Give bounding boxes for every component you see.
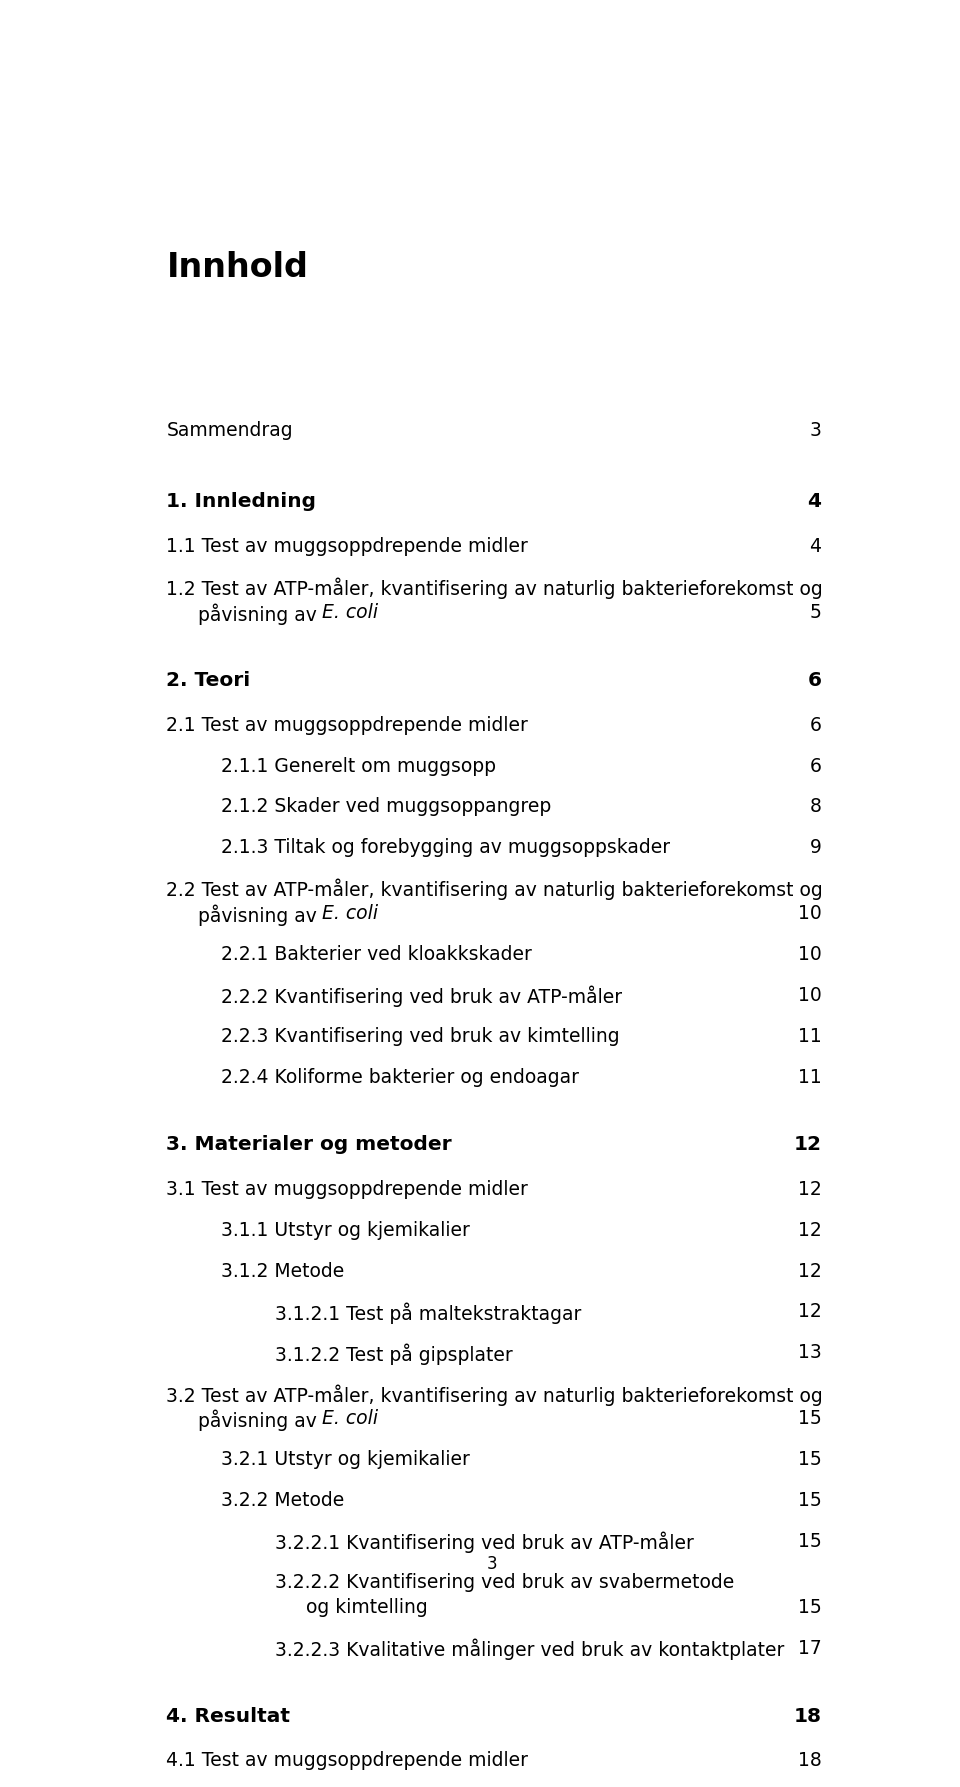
Text: 3: 3 [487, 1555, 497, 1574]
Text: 12: 12 [798, 1262, 822, 1281]
Text: 8: 8 [809, 797, 822, 817]
Text: 5: 5 [809, 604, 822, 622]
Text: 15: 15 [798, 1598, 822, 1617]
Text: påvisning av: påvisning av [198, 904, 323, 926]
Text: 11: 11 [798, 1067, 822, 1086]
Text: 3.2.2.1 Kvantifisering ved bruk av ATP-måler: 3.2.2.1 Kvantifisering ved bruk av ATP-m… [275, 1531, 694, 1553]
Text: 9: 9 [809, 838, 822, 858]
Text: 17: 17 [798, 1639, 822, 1658]
Text: 12: 12 [793, 1135, 822, 1154]
Text: 2.1.2 Skader ved muggsoppangrep: 2.1.2 Skader ved muggsoppangrep [221, 797, 551, 817]
Text: 3.2.2.3 Kvalitative målinger ved bruk av kontaktplater: 3.2.2.3 Kvalitative målinger ved bruk av… [275, 1639, 784, 1660]
Text: 2.1 Test av muggsoppdrepende midler: 2.1 Test av muggsoppdrepende midler [166, 717, 528, 734]
Text: 1. Innledning: 1. Innledning [166, 493, 317, 511]
Text: 3.2.1 Utstyr og kjemikalier: 3.2.1 Utstyr og kjemikalier [221, 1451, 469, 1469]
Text: 4: 4 [807, 493, 822, 511]
Text: 12: 12 [798, 1179, 822, 1199]
Text: 4: 4 [809, 538, 822, 556]
Text: 11: 11 [798, 1028, 822, 1045]
Text: 10: 10 [798, 904, 822, 924]
Text: E. coli: E. coli [323, 1410, 378, 1428]
Text: og kimtelling: og kimtelling [306, 1598, 428, 1617]
Text: 15: 15 [798, 1531, 822, 1551]
Text: 2.2.3 Kvantifisering ved bruk av kimtelling: 2.2.3 Kvantifisering ved bruk av kimtell… [221, 1028, 619, 1045]
Text: 18: 18 [798, 1751, 822, 1771]
Text: 15: 15 [798, 1451, 822, 1469]
Text: 6: 6 [809, 717, 822, 734]
Text: påvisning av: påvisning av [198, 604, 323, 625]
Text: 13: 13 [798, 1344, 822, 1362]
Text: 15: 15 [798, 1490, 822, 1510]
Text: 2. Teori: 2. Teori [166, 672, 251, 690]
Text: 6: 6 [809, 756, 822, 776]
Text: 2.1.1 Generelt om muggsopp: 2.1.1 Generelt om muggsopp [221, 756, 495, 776]
Text: 10: 10 [798, 986, 822, 1004]
Text: 3.1.1 Utstyr og kjemikalier: 3.1.1 Utstyr og kjemikalier [221, 1221, 469, 1240]
Text: 2.1.3 Tiltak og forebygging av muggsoppskader: 2.1.3 Tiltak og forebygging av muggsopps… [221, 838, 670, 858]
Text: 3. Materialer og metoder: 3. Materialer og metoder [166, 1135, 452, 1154]
Text: 2.2 Test av ATP-måler, kvantifisering av naturlig bakterieforekomst og: 2.2 Test av ATP-måler, kvantifisering av… [166, 879, 824, 901]
Text: Innhold: Innhold [166, 252, 308, 284]
Text: 12: 12 [798, 1303, 822, 1321]
Text: 2.2.4 Koliforme bakterier og endoagar: 2.2.4 Koliforme bakterier og endoagar [221, 1067, 579, 1086]
Text: 12: 12 [798, 1221, 822, 1240]
Text: 1.2 Test av ATP-måler, kvantifisering av naturlig bakterieforekomst og: 1.2 Test av ATP-måler, kvantifisering av… [166, 577, 824, 599]
Text: 3.2.2.2 Kvantifisering ved bruk av svabermetode: 3.2.2.2 Kvantifisering ved bruk av svabe… [275, 1573, 734, 1592]
Text: 3.1.2 Metode: 3.1.2 Metode [221, 1262, 344, 1281]
Text: 2.2.2 Kvantifisering ved bruk av ATP-måler: 2.2.2 Kvantifisering ved bruk av ATP-mål… [221, 986, 622, 1008]
Text: 18: 18 [793, 1707, 822, 1726]
Text: 2.2.1 Bakterier ved kloakkskader: 2.2.1 Bakterier ved kloakkskader [221, 945, 532, 965]
Text: E. coli: E. coli [323, 604, 378, 622]
Text: 15: 15 [798, 1410, 822, 1428]
Text: 4. Resultat: 4. Resultat [166, 1707, 291, 1726]
Text: 1.1 Test av muggsoppdrepende midler: 1.1 Test av muggsoppdrepende midler [166, 538, 528, 556]
Text: 6: 6 [807, 672, 822, 690]
Text: 3.2.2 Metode: 3.2.2 Metode [221, 1490, 344, 1510]
Text: 3.1.2.2 Test på gipsplater: 3.1.2.2 Test på gipsplater [275, 1344, 513, 1365]
Text: 3: 3 [809, 420, 822, 440]
Text: Sammendrag: Sammendrag [166, 420, 293, 440]
Text: 3.2 Test av ATP-måler, kvantifisering av naturlig bakterieforekomst og: 3.2 Test av ATP-måler, kvantifisering av… [166, 1385, 824, 1406]
Text: 3.1.2.1 Test på maltekstraktagar: 3.1.2.1 Test på maltekstraktagar [275, 1303, 582, 1324]
Text: 4.1 Test av muggsoppdrepende midler: 4.1 Test av muggsoppdrepende midler [166, 1751, 529, 1771]
Text: 10: 10 [798, 945, 822, 965]
Text: 3.1 Test av muggsoppdrepende midler: 3.1 Test av muggsoppdrepende midler [166, 1179, 528, 1199]
Text: påvisning av: påvisning av [198, 1410, 323, 1431]
Text: E. coli: E. coli [323, 904, 378, 924]
